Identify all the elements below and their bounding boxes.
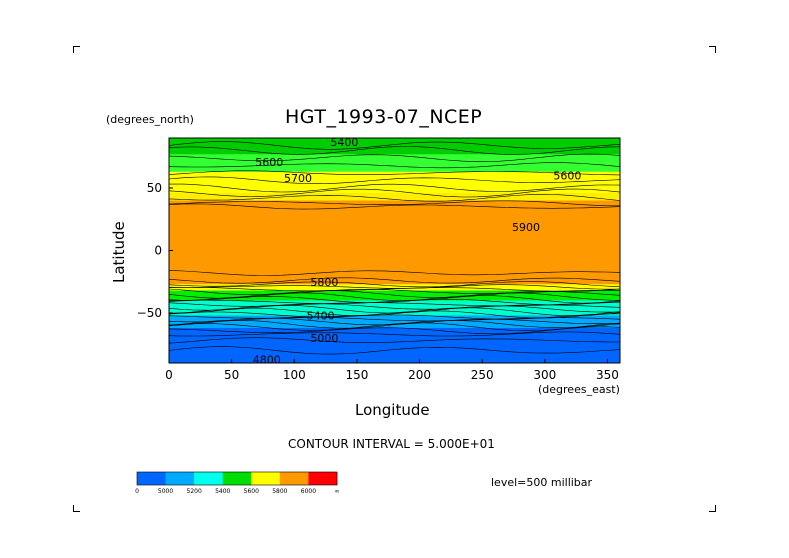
contour-line-16	[168, 288, 620, 295]
contour-line-32	[168, 331, 621, 337]
contour-label-7: 5000	[310, 332, 338, 345]
colorbar-swatch-2	[194, 472, 224, 485]
contour-line-31	[168, 326, 621, 335]
contour-label-5: 5800	[310, 276, 338, 289]
contour-label-4: 5900	[512, 221, 540, 234]
x-tick-label-6: 300	[533, 368, 556, 382]
colorbar-swatch-6	[308, 472, 338, 485]
y-axis-units: (degrees_north)	[106, 113, 194, 126]
x-tick-label-2: 100	[283, 368, 306, 382]
colorbar-label-4: 5600	[244, 488, 259, 495]
x-axis-label: Longitude	[355, 401, 430, 419]
contour-band-9	[169, 328, 620, 364]
x-tick-label-7: 350	[596, 368, 619, 382]
x-tick-label-0: 0	[165, 368, 173, 382]
contour-line-29	[168, 319, 621, 329]
contour-band-2	[169, 171, 620, 194]
contour-line-11	[168, 270, 621, 276]
contour-line-27	[168, 316, 621, 323]
frame-corner-bottom-left	[73, 505, 80, 512]
colorbar-label-6: 6000	[301, 488, 316, 495]
contour-line-4	[168, 170, 621, 176]
contour-line-33	[168, 337, 620, 344]
colorbar-label-0: 0	[135, 488, 139, 495]
contour-band-4	[169, 200, 620, 285]
colorbar-swatch-3	[222, 472, 252, 485]
contour-line-17	[168, 290, 621, 299]
contour-interval-text: CONTOUR INTERVAL = 5.000E+01	[288, 437, 495, 451]
contour-band-1	[169, 154, 620, 173]
frame-corner-top-right	[709, 46, 716, 53]
contour-line-10	[168, 203, 621, 210]
contour-band-0	[169, 138, 620, 155]
contour-label-1: 5600	[255, 156, 283, 169]
contour-line-24	[168, 307, 621, 317]
colorbar-label-7: ∞	[335, 488, 340, 495]
colorbar-label-5: 5800	[272, 488, 287, 495]
colorbar-frame	[136, 471, 338, 486]
x-tick-label-1: 50	[224, 368, 239, 382]
contour-line-9	[168, 200, 620, 207]
contour-label-0: 5400	[330, 136, 358, 149]
contour-line-6	[168, 183, 621, 193]
chart-title: HGT_1993-07_NCEP	[285, 106, 483, 128]
x-tick-label-4: 200	[408, 368, 431, 382]
colorbar-swatch-5	[279, 472, 309, 485]
contour-line-12	[168, 277, 621, 284]
colorbar-swatch-1	[165, 472, 195, 485]
y-tick-label-1: 0	[154, 244, 162, 258]
frame-corner-top-left	[73, 46, 80, 53]
contour-line-34	[168, 346, 621, 355]
contour-line-19	[168, 295, 621, 304]
x-tick-label-3: 150	[345, 368, 368, 382]
y-tick-label-2: −50	[137, 306, 162, 320]
colorbar-swatch-0	[137, 472, 166, 485]
axis-ticks: 0 50 100 150 200 250 300 350 50 0 −50	[137, 181, 619, 382]
colorbar: 0 5000 5200 5400 5600 5800 6000 ∞	[135, 471, 340, 495]
level-text: level=500 millibar	[491, 476, 593, 489]
contour-line-2	[168, 153, 621, 162]
contour-label-6: 5400	[307, 310, 335, 323]
contour-line-0	[168, 141, 621, 150]
contour-line-8	[168, 194, 621, 202]
contour-line-3	[168, 162, 621, 169]
contour-label-2: 5700	[284, 172, 312, 185]
colorbar-label-3: 5400	[215, 488, 230, 495]
contour-label-3: 5600	[553, 170, 581, 183]
contour-line-5	[168, 176, 621, 184]
contour-line-13	[168, 281, 621, 288]
colorbar-label-1: 5000	[158, 488, 173, 495]
colorbar-swatch-4	[251, 472, 281, 485]
contour-band-6	[169, 290, 620, 301]
contour-band-3	[169, 193, 620, 201]
contour-line-1	[168, 146, 621, 155]
y-tick-label-0: 50	[147, 181, 162, 195]
contour-lines	[168, 141, 621, 355]
x-tick-label-5: 250	[471, 368, 494, 382]
contour-band-5	[169, 284, 620, 291]
colorbar-label-2: 5200	[187, 488, 202, 495]
contour-label-8: 4800	[253, 353, 281, 366]
frame-corner-bottom-right	[709, 505, 716, 512]
x-axis-units: (degrees_east)	[538, 383, 620, 396]
contour-line-30	[168, 322, 621, 331]
contour-line-7	[168, 188, 621, 198]
